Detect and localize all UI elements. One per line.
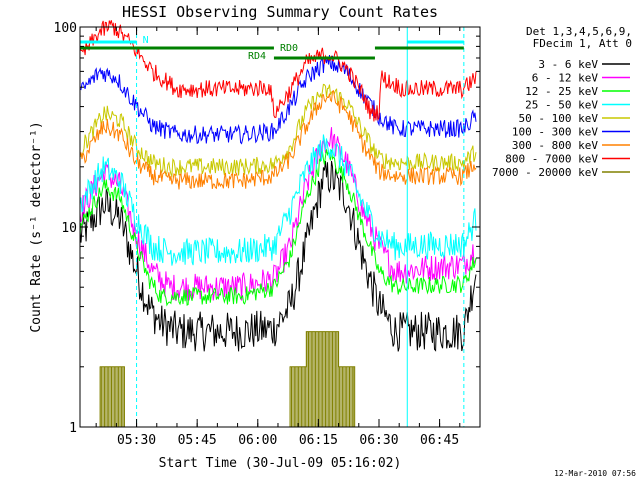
axis-layer: 05:30 05:45 06:00 06:15 06:30 06:45 1 10 100 [54, 21, 480, 448]
x-tick-label-2: 06:00 [238, 433, 277, 448]
y-tick-label-2: 100 [54, 21, 77, 36]
flag-label-4: RD0 [280, 43, 298, 54]
series-0 [79, 160, 477, 352]
legend-label-5: 100 - 300 keV [512, 126, 598, 139]
legend-header-0: Det 1,3,4,5,6,9, [526, 25, 632, 38]
series-4 [79, 83, 477, 178]
legend-label-4: 50 - 100 keV [519, 112, 599, 125]
flag-label-3: RD4 [248, 51, 266, 62]
series-7 [79, 20, 477, 122]
x-axis-label: Start Time (30-Jul-09 05:16:02) [159, 456, 402, 471]
overlay-layer: N RD4 RD0 [79, 27, 465, 427]
series-8-outline [99, 331, 356, 428]
legend-label-7: 800 - 7000 keV [505, 153, 598, 166]
x-tick-label-0: 05:30 [117, 433, 156, 448]
flag-label-0: N [143, 35, 149, 46]
series-3 [79, 134, 477, 266]
series-1 [79, 127, 477, 302]
y-tick-label-0: 1 [69, 421, 77, 436]
y-axis-label: Count Rate (s⁻¹ detector⁻¹) [29, 121, 44, 332]
legend-label-1: 6 - 12 keV [532, 72, 599, 85]
y-tick-label-1: 10 [61, 221, 77, 236]
series-layer [79, 20, 477, 428]
series-8 [99, 331, 356, 428]
series-6 [79, 90, 477, 190]
legend-label-3: 25 - 50 keV [525, 99, 598, 112]
series-5 [79, 55, 477, 145]
x-tick-label-4: 06:30 [359, 433, 398, 448]
x-tick-label-1: 05:45 [178, 433, 217, 448]
x-tick-label-3: 06:15 [299, 433, 338, 448]
generation-timestamp: 12-Mar-2010 07:56 [554, 469, 636, 478]
legend-label-2: 12 - 25 keV [525, 85, 598, 98]
legend-label-0: 3 - 6 keV [538, 58, 598, 71]
chart-title: HESSI Observing Summary Count Rates [122, 3, 438, 21]
legend-label-8: 7000 - 20000 keV [492, 166, 598, 179]
legend-header-1: FDecim 1, Att 0 [533, 37, 632, 50]
legend: Det 1,3,4,5,6,9,FDecim 1, Att 0 3 - 6 keV… [492, 25, 632, 179]
legend-label-6: 300 - 800 keV [512, 139, 598, 152]
series-2 [79, 149, 477, 307]
x-tick-label-5: 06:45 [420, 433, 459, 448]
